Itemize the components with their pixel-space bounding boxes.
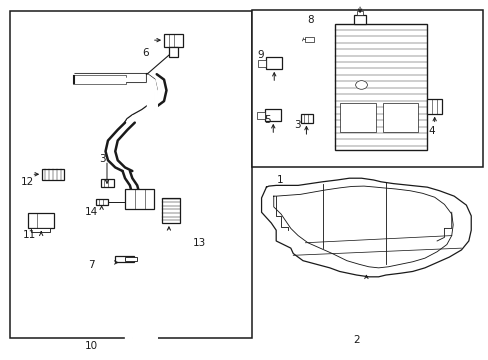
Bar xyxy=(101,179,114,187)
Text: 10: 10 xyxy=(84,341,97,351)
Bar xyxy=(10,12,251,338)
Bar xyxy=(300,114,312,123)
Text: 11: 11 xyxy=(22,230,36,240)
Text: 8: 8 xyxy=(306,15,313,26)
Circle shape xyxy=(355,81,366,89)
Bar xyxy=(161,198,180,223)
Bar xyxy=(305,37,314,42)
Bar xyxy=(356,11,362,15)
Bar xyxy=(256,112,265,120)
Bar xyxy=(125,257,137,261)
Bar xyxy=(266,57,282,69)
Bar xyxy=(251,10,483,167)
Text: 3: 3 xyxy=(99,154,105,164)
Bar xyxy=(339,103,375,132)
Bar xyxy=(27,213,54,228)
Bar xyxy=(42,168,64,180)
Bar xyxy=(353,15,366,24)
Text: 2: 2 xyxy=(353,334,359,345)
Bar xyxy=(96,199,108,205)
Bar xyxy=(427,99,441,114)
Bar xyxy=(257,59,266,67)
Bar xyxy=(168,47,177,57)
Text: 14: 14 xyxy=(85,207,98,217)
Bar xyxy=(115,256,134,262)
Text: 12: 12 xyxy=(21,177,34,187)
Text: 4: 4 xyxy=(428,126,435,135)
Bar xyxy=(334,24,427,149)
Bar xyxy=(265,109,281,121)
Text: 7: 7 xyxy=(88,260,95,270)
Bar xyxy=(163,34,182,47)
Text: 5: 5 xyxy=(264,115,271,125)
Text: 9: 9 xyxy=(257,50,264,60)
Bar xyxy=(125,189,154,209)
Bar xyxy=(383,103,417,132)
Text: 3: 3 xyxy=(293,121,300,130)
Bar xyxy=(31,228,50,232)
Text: 1: 1 xyxy=(276,175,283,185)
Text: 13: 13 xyxy=(193,238,206,248)
Text: 6: 6 xyxy=(142,48,148,58)
